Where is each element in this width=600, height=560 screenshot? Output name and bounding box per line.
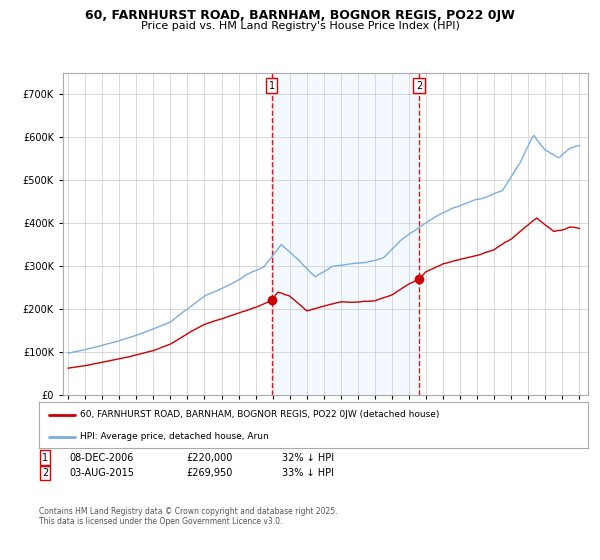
Text: 33% ↓ HPI: 33% ↓ HPI — [282, 468, 334, 478]
Text: 1: 1 — [269, 81, 275, 91]
Text: 60, FARNHURST ROAD, BARNHAM, BOGNOR REGIS, PO22 0JW (detached house): 60, FARNHURST ROAD, BARNHAM, BOGNOR REGI… — [80, 410, 440, 419]
Text: 1: 1 — [42, 452, 48, 463]
Text: £269,950: £269,950 — [186, 468, 232, 478]
Text: 32% ↓ HPI: 32% ↓ HPI — [282, 452, 334, 463]
Text: 03-AUG-2015: 03-AUG-2015 — [69, 468, 134, 478]
Text: 2: 2 — [416, 81, 422, 91]
Bar — [272, 73, 419, 395]
Text: £220,000: £220,000 — [186, 452, 232, 463]
Text: 60, FARNHURST ROAD, BARNHAM, BOGNOR REGIS, PO22 0JW: 60, FARNHURST ROAD, BARNHAM, BOGNOR REGI… — [85, 9, 515, 22]
Text: 08-DEC-2006: 08-DEC-2006 — [69, 452, 133, 463]
Text: Price paid vs. HM Land Registry's House Price Index (HPI): Price paid vs. HM Land Registry's House … — [140, 21, 460, 31]
Text: HPI: Average price, detached house, Arun: HPI: Average price, detached house, Arun — [80, 432, 269, 441]
Text: 2: 2 — [42, 468, 48, 478]
Text: Contains HM Land Registry data © Crown copyright and database right 2025.
This d: Contains HM Land Registry data © Crown c… — [39, 507, 337, 526]
